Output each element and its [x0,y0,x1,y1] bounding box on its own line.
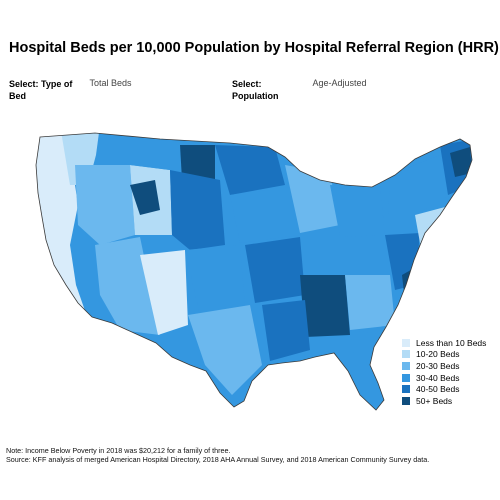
legend-label: 30-40 Beds [416,372,460,383]
region-texas-panhandle[interactable] [185,245,245,315]
footer-source: Source: KFF analysis of merged American … [6,455,430,464]
region-wyoming[interactable] [130,180,160,215]
us-hrr-map[interactable] [0,125,500,415]
legend-item: 10-20 Beds [402,349,486,361]
legend-label: 40-50 Beds [416,384,460,395]
bed-type-filter-label: Select: Type of Bed [9,79,73,101]
legend-swatch [402,361,410,370]
map-title: Hospital Beds per 10,000 Population by H… [9,40,499,56]
legend-item: 40-50 Beds [402,383,486,395]
legend-label: 10-20 Beds [416,349,460,360]
legend-label: Less than 10 Beds [416,337,487,348]
footer: Note: Income Below Poverty in 2018 was $… [6,446,496,464]
region-maine[interactable] [450,147,472,177]
legend: Less than 10 Beds 10-20 Beds 20-30 Beds … [402,337,486,407]
region-iowa[interactable] [230,187,300,243]
region-new-york[interactable] [388,155,450,215]
us-outline [35,132,473,411]
legend-item: 20-30 Beds [402,360,486,372]
region-new-mexico[interactable] [140,250,188,335]
legend-item: 50+ Beds [402,395,486,407]
legend-label: 20-30 Beds [416,360,460,371]
population-filter-value[interactable]: Age-Adjusted [312,78,367,88]
legend-item: Less than 10 Beds [402,337,486,349]
region-texas[interactable] [188,305,262,395]
legend-swatch [402,385,410,394]
region-plains[interactable] [170,170,225,250]
region-minnesota[interactable] [215,145,285,195]
region-mississippi[interactable] [300,275,350,337]
legend-swatch [402,338,410,347]
footer-note: Note: Income Below Poverty in 2018 was $… [6,446,231,455]
region-arkansas[interactable] [245,237,305,303]
hrr-regions [36,133,472,410]
legend-item: 30-40 Beds [402,372,486,384]
legend-swatch [402,396,410,405]
region-great-basin[interactable] [75,165,135,245]
region-louisiana[interactable] [262,300,310,361]
region-north-dakota[interactable] [180,145,215,180]
population-filter-label: Select: Population [232,79,279,101]
region-georgia[interactable] [345,275,395,330]
region-ohio-valley[interactable] [330,185,385,237]
bed-type-filter-value[interactable]: Total Beds [89,78,132,88]
bed-type-filter[interactable]: Select: Type of Bed Total Beds [9,78,132,102]
legend-swatch [402,373,410,382]
legend-swatch [402,350,410,359]
population-filter[interactable]: Select: Population Age-Adjusted [232,78,367,102]
region-wisconsin-michigan[interactable] [285,165,340,233]
legend-label: 50+ Beds [416,395,453,406]
